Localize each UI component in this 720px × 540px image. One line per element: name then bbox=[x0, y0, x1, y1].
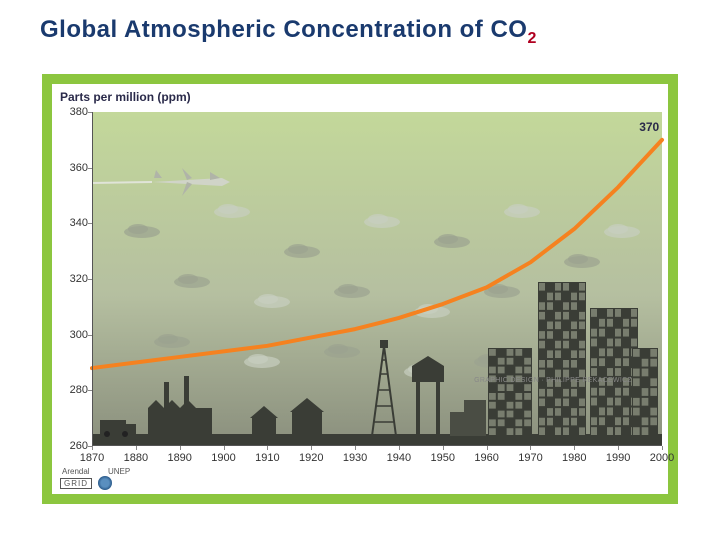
x-tick-label: 1900 bbox=[211, 452, 235, 464]
y-tick-label: 260 bbox=[58, 440, 88, 452]
x-tick-label: 1890 bbox=[167, 452, 191, 464]
unep-icon bbox=[98, 476, 112, 490]
x-tick-label: 1970 bbox=[518, 452, 542, 464]
x-tick-label: 1960 bbox=[474, 452, 498, 464]
x-axis bbox=[92, 445, 662, 446]
y-tick-label: 320 bbox=[58, 273, 88, 285]
x-tick-label: 1880 bbox=[124, 452, 148, 464]
y-axis-label: Parts per million (ppm) bbox=[60, 90, 191, 104]
y-tick-label: 340 bbox=[58, 217, 88, 229]
x-tick-label: 1980 bbox=[562, 452, 586, 464]
grid-logo: GRID bbox=[60, 478, 92, 489]
unep-label: UNEP bbox=[108, 467, 130, 476]
plot-area: 370 GRAPHIC DESIGN · PHILIPPE REKACEWICZ… bbox=[92, 112, 662, 446]
title-subscript: 2 bbox=[527, 30, 536, 47]
x-tick-label: 1950 bbox=[431, 452, 455, 464]
x-tick-label: 1930 bbox=[343, 452, 367, 464]
arendal-label: Arendal bbox=[62, 467, 90, 476]
y-tick-label: 300 bbox=[58, 329, 88, 341]
endpoint-label: 370 bbox=[639, 120, 659, 134]
co2-line bbox=[92, 112, 662, 446]
design-credit: GRAPHIC DESIGN · PHILIPPE REKACEWICZ bbox=[474, 377, 632, 384]
x-tick-label: 1870 bbox=[80, 452, 104, 464]
x-tick-label: 2000 bbox=[650, 452, 674, 464]
y-tick-label: 380 bbox=[58, 106, 88, 118]
y-tick-label: 360 bbox=[58, 162, 88, 174]
x-tick-label: 1940 bbox=[387, 452, 411, 464]
x-tick-label: 1990 bbox=[606, 452, 630, 464]
source-credit: GRID bbox=[60, 476, 112, 490]
slide-title: Global Atmospheric Concentration of CO2 bbox=[40, 16, 537, 48]
chart-inner: Parts per million (ppm) bbox=[52, 84, 668, 494]
y-axis bbox=[92, 112, 93, 446]
x-tick-label: 1910 bbox=[255, 452, 279, 464]
x-tick-label: 1920 bbox=[299, 452, 323, 464]
title-main: Global Atmospheric Concentration of CO bbox=[40, 16, 527, 43]
y-tick-label: 280 bbox=[58, 384, 88, 396]
chart-container: Parts per million (ppm) bbox=[42, 74, 678, 504]
